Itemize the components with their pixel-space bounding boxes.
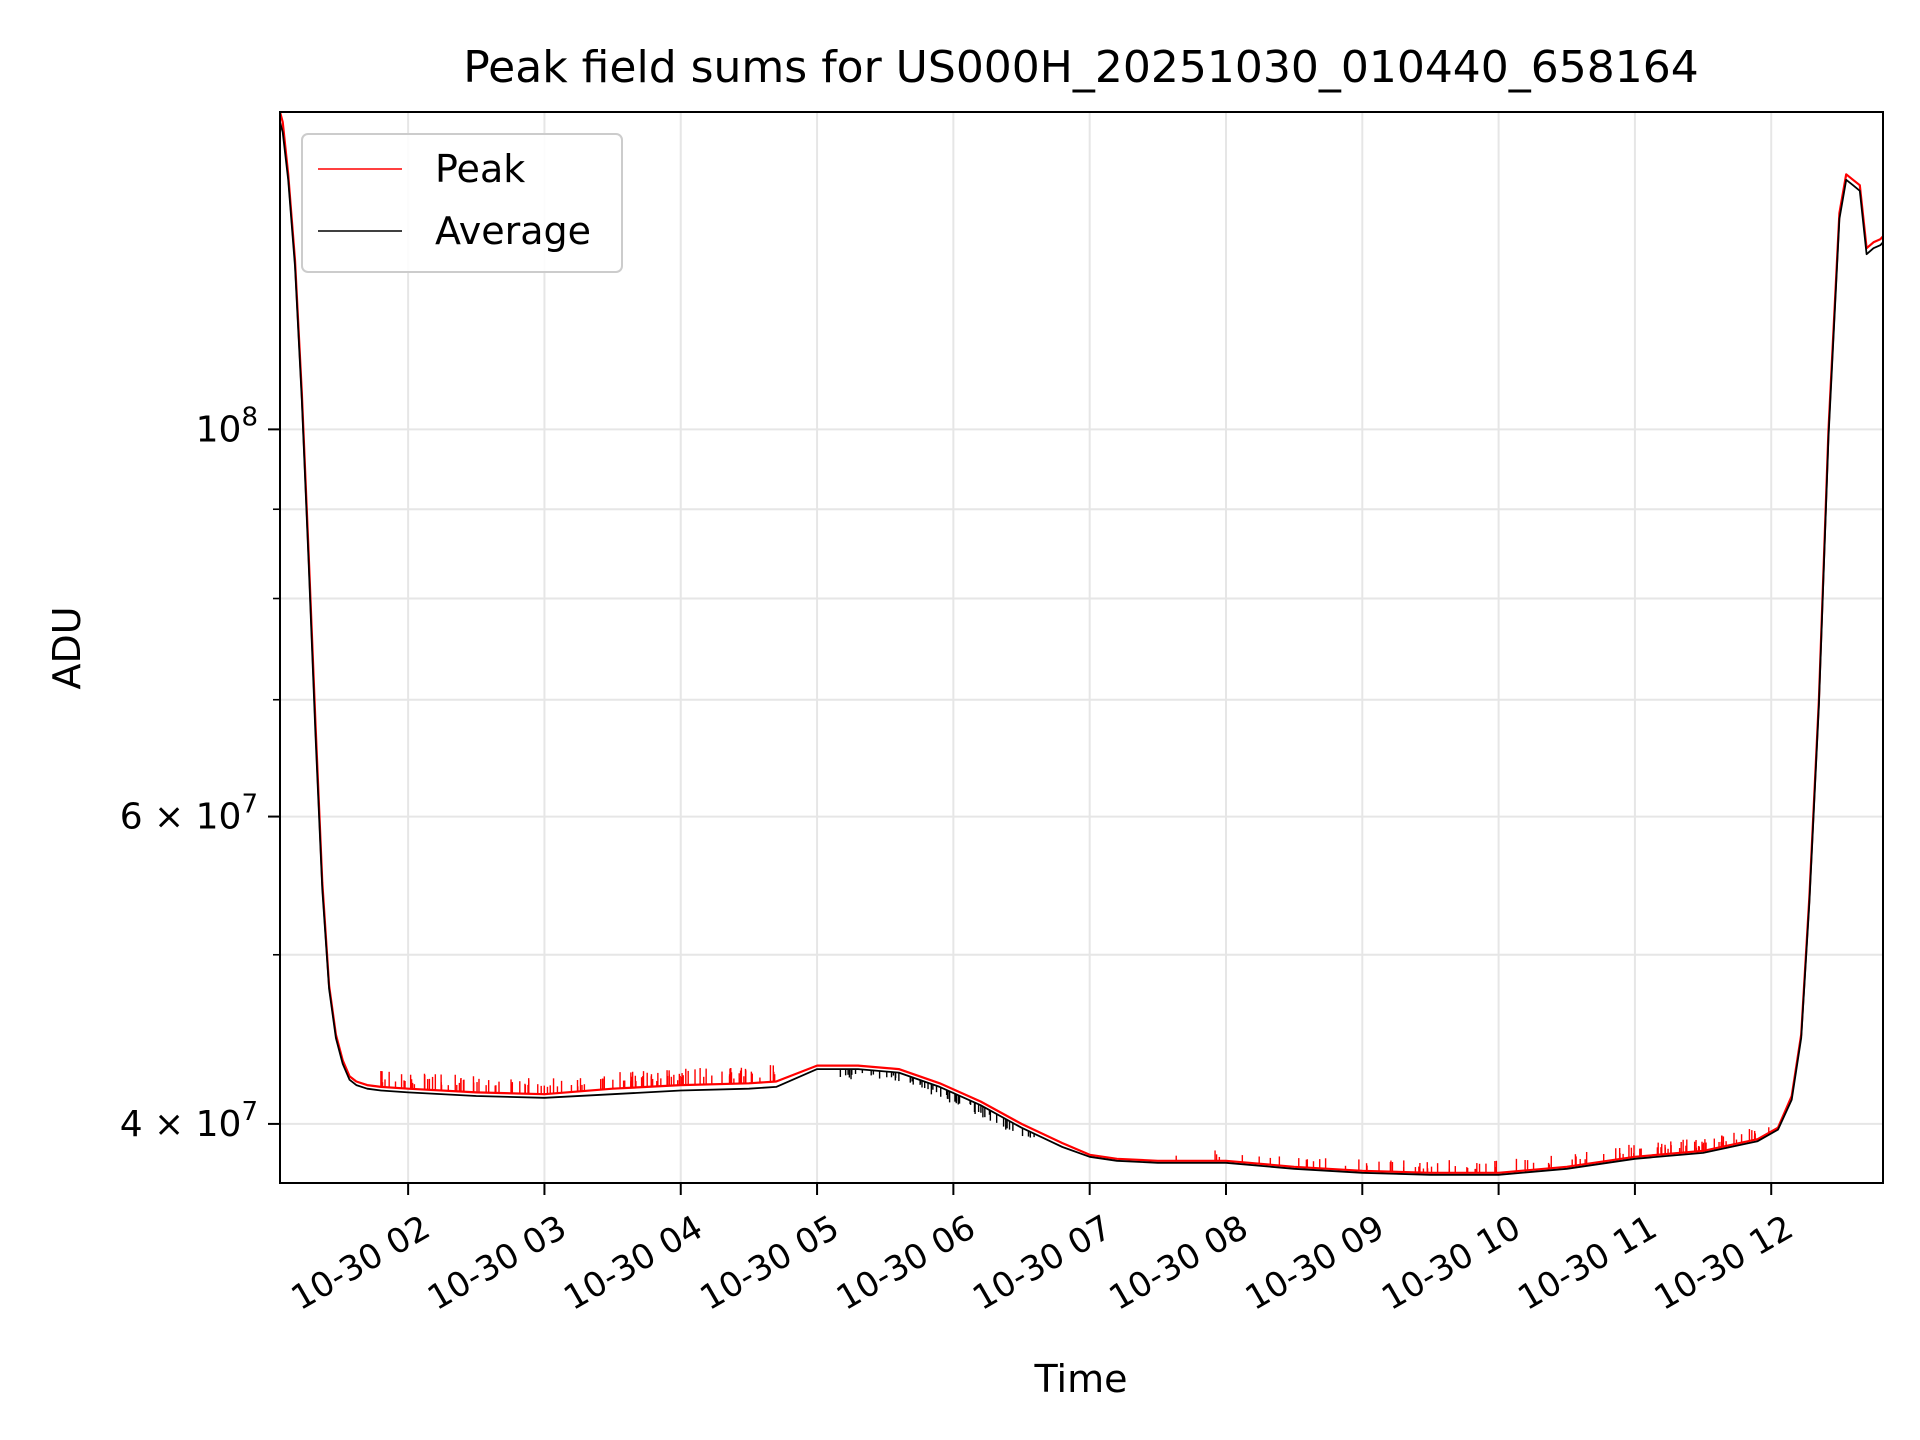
- series-line-average: [280, 121, 1883, 1176]
- plot-frame: [279, 111, 1884, 1184]
- y-tick-label: 4 × 107: [120, 1097, 258, 1145]
- y-tick-label: 6 × 107: [120, 790, 258, 838]
- legend-label-average: Average: [435, 209, 591, 253]
- y-axis-label: ADU: [45, 606, 89, 689]
- x-axis-label: Time: [1034, 1357, 1128, 1401]
- legend-label-peak: Peak: [435, 147, 525, 191]
- grid: [280, 112, 1883, 1183]
- legend: Peak Average: [301, 133, 623, 273]
- chart-title: Peak field sums for US000H_20251030_0104…: [463, 42, 1699, 93]
- series-average: [280, 121, 1883, 1176]
- series-group: [280, 112, 1883, 1176]
